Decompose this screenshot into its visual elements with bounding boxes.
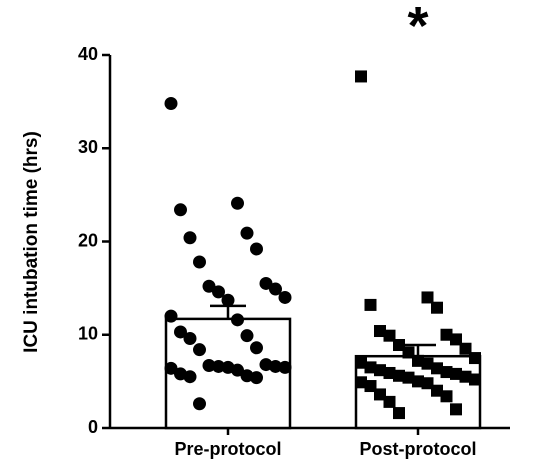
- y-axis-label: ICU intubation time (hrs): [21, 131, 42, 353]
- data-point: [202, 279, 216, 293]
- data-point: [164, 309, 178, 323]
- data-point: [250, 341, 263, 355]
- data-point: [459, 370, 472, 383]
- data-point: [355, 70, 367, 83]
- data-point: [174, 325, 187, 339]
- data-point: [412, 354, 424, 367]
- data-point: [278, 360, 292, 374]
- data-point: [164, 96, 178, 110]
- data-point: [440, 390, 453, 403]
- y-tick-label: 40: [78, 44, 98, 64]
- data-point: [364, 298, 377, 311]
- data-point: [364, 380, 377, 393]
- data-point: [450, 367, 462, 380]
- data-point: [164, 361, 178, 375]
- data-point: [469, 373, 481, 386]
- x-tick-label: Post-protocol: [360, 439, 477, 459]
- data-point: [431, 384, 443, 397]
- data-point: [240, 329, 254, 343]
- data-point: [278, 290, 292, 304]
- data-point: [450, 333, 462, 346]
- data-point: [174, 203, 187, 217]
- data-point: [355, 356, 367, 369]
- data-point: [374, 364, 386, 377]
- data-point: [231, 196, 244, 210]
- data-point: [393, 407, 405, 420]
- y-tick-label: 10: [78, 324, 98, 344]
- data-point: [250, 242, 263, 256]
- data-point: [231, 363, 244, 377]
- data-point: [355, 376, 367, 389]
- data-point: [402, 371, 415, 384]
- data-point: [421, 357, 434, 370]
- data-point: [431, 362, 443, 375]
- x-tick-label: Pre-protocol: [174, 439, 281, 459]
- data-point: [421, 377, 434, 390]
- data-point: [221, 293, 235, 307]
- data-point: [393, 369, 405, 382]
- data-point: [383, 395, 396, 408]
- data-point: [202, 359, 216, 373]
- data-point: [440, 366, 453, 379]
- data-point: [412, 375, 424, 388]
- data-point: [374, 325, 386, 338]
- data-point: [431, 301, 443, 314]
- data-point: [383, 366, 396, 379]
- data-point: [183, 231, 197, 245]
- significance-annotation: *: [407, 0, 428, 56]
- data-point: [231, 313, 244, 327]
- y-tick-label: 0: [88, 417, 98, 437]
- data-point: [393, 339, 405, 352]
- y-tick-label: 20: [78, 230, 98, 250]
- data-point: [212, 285, 225, 299]
- data-point: [450, 403, 462, 416]
- data-point: [259, 276, 273, 290]
- data-point: [183, 370, 197, 384]
- data-point: [421, 291, 434, 304]
- data-point: [240, 226, 254, 240]
- data-point: [193, 397, 206, 411]
- data-point: [364, 361, 377, 374]
- data-point: [193, 343, 206, 357]
- data-point: [183, 331, 197, 345]
- data-point: [374, 388, 386, 401]
- data-point: [402, 346, 415, 359]
- data-point: [383, 329, 396, 342]
- data-point: [193, 255, 206, 269]
- y-tick-label: 30: [78, 137, 98, 157]
- data-point: [440, 328, 453, 341]
- error-bar: [400, 343, 436, 357]
- data-point: [250, 371, 263, 385]
- data-point: [469, 352, 481, 365]
- data-point: [459, 342, 472, 355]
- data-point: [269, 359, 282, 373]
- data-point: [269, 282, 282, 296]
- data-point: [212, 359, 225, 373]
